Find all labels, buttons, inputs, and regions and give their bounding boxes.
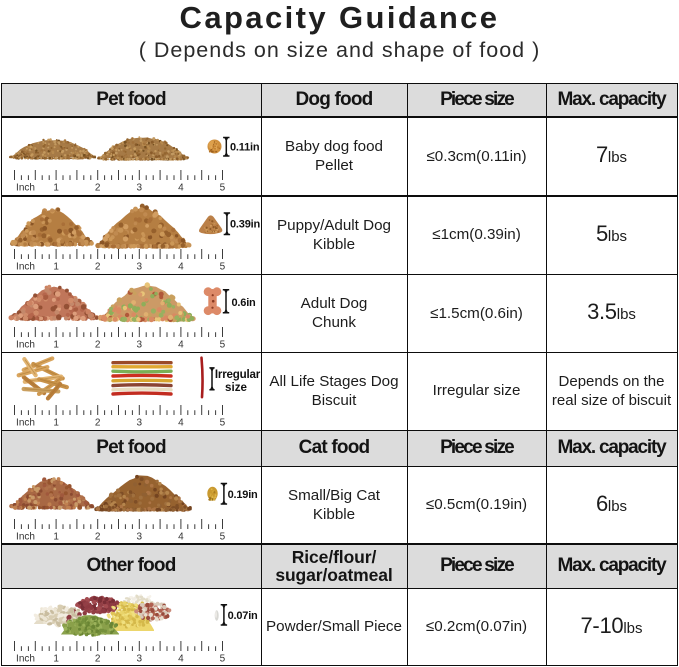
svg-text:3: 3 (137, 182, 143, 193)
svg-text:3: 3 (137, 261, 143, 272)
svg-text:4: 4 (178, 182, 184, 193)
svg-text:5: 5 (220, 532, 226, 543)
svg-text:Inch: Inch (16, 261, 35, 272)
svg-text:4: 4 (178, 417, 184, 428)
svg-text:Inch: Inch (16, 340, 35, 351)
svg-text:4: 4 (178, 261, 184, 272)
svg-text:3: 3 (137, 532, 143, 543)
svg-text:5: 5 (220, 340, 226, 351)
svg-text:1: 1 (53, 654, 59, 665)
svg-text:Inch: Inch (16, 532, 35, 543)
svg-text:2: 2 (95, 654, 101, 665)
svg-text:4: 4 (178, 654, 184, 665)
svg-text:3: 3 (137, 417, 143, 428)
svg-text:0.39in: 0.39in (230, 218, 260, 230)
svg-text:2: 2 (95, 182, 101, 193)
svg-text:2: 2 (95, 532, 101, 543)
svg-text:2: 2 (95, 261, 101, 272)
svg-text:size: size (225, 381, 247, 394)
svg-text:Irregular: Irregular (215, 368, 261, 381)
svg-text:0.07in: 0.07in (228, 610, 258, 622)
svg-text:Inch: Inch (16, 417, 35, 428)
svg-text:0.11in: 0.11in (230, 141, 260, 153)
svg-text:4: 4 (178, 532, 184, 543)
svg-text:2: 2 (95, 340, 101, 351)
svg-text:3: 3 (137, 340, 143, 351)
svg-text:3: 3 (137, 654, 143, 665)
svg-text:4: 4 (178, 340, 184, 351)
svg-text:1: 1 (53, 417, 59, 428)
svg-text:2: 2 (95, 417, 101, 428)
svg-text:5: 5 (220, 417, 226, 428)
svg-text:1: 1 (53, 182, 59, 193)
svg-text:0.19in: 0.19in (228, 489, 258, 501)
svg-text:1: 1 (53, 340, 59, 351)
svg-text:Inch: Inch (16, 182, 35, 193)
svg-text:1: 1 (53, 532, 59, 543)
svg-text:5: 5 (220, 654, 226, 665)
svg-text:0.6in: 0.6in (232, 297, 257, 309)
svg-text:1: 1 (53, 261, 59, 272)
svg-text:5: 5 (220, 182, 226, 193)
svg-text:Inch: Inch (16, 654, 35, 665)
svg-text:5: 5 (220, 261, 226, 272)
